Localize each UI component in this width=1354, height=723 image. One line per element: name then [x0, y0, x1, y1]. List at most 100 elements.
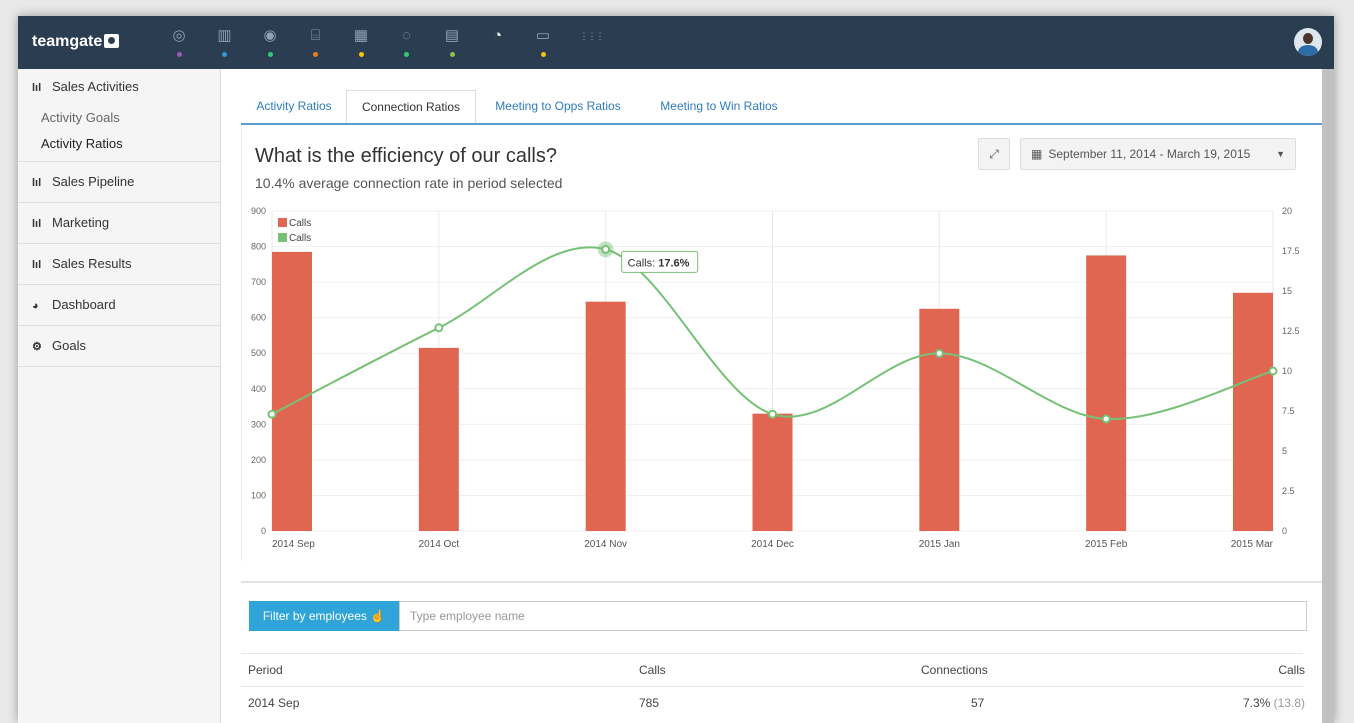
bar-chart-icon: lıl: [32, 177, 42, 189]
y-left-tick-label: 800: [251, 242, 266, 252]
tab-meeting-to-opps-ratios[interactable]: Meeting to Opps Ratios: [495, 99, 621, 113]
bar-calls: [919, 308, 960, 531]
line-point: [1101, 414, 1111, 424]
contacts-book-icon[interactable]: ▥: [217, 27, 232, 44]
chat-icon[interactable]: ◌: [402, 27, 411, 44]
y-left-tick-label: 300: [251, 419, 266, 429]
sidebar-group-marketing: lıl Marketing: [18, 203, 220, 244]
sidebar-item-label: Sales Results: [52, 256, 132, 271]
target-icon[interactable]: ◎: [172, 27, 186, 44]
nav-status-dot: [267, 52, 273, 57]
sidebar-item-label: Sales Pipeline: [52, 174, 135, 189]
column-header-period[interactable]: Period: [248, 663, 283, 677]
ratios-table: Period Calls Connections Calls 2014 Sep …: [241, 653, 1305, 719]
column-header-connections[interactable]: Connections: [921, 663, 988, 677]
logo-mark-icon: [104, 34, 120, 48]
sidebar-item-sales-pipeline[interactable]: lıl Sales Pipeline: [18, 162, 220, 202]
bar-chart-icon: lıl: [32, 218, 42, 230]
sidebar-item-marketing[interactable]: lıl Marketing: [18, 203, 220, 243]
caret-down-icon: ▼: [1276, 149, 1285, 159]
main-content: Activity Ratios Connection Ratios Meetin…: [221, 69, 1334, 723]
expand-button[interactable]: ⤢: [978, 138, 1010, 170]
nav-status-dot: [358, 52, 364, 57]
cell-connections: 57: [971, 696, 985, 710]
page-title: What is the efficiency of our calls?: [255, 145, 557, 167]
y-right-tick-label: 15: [1282, 286, 1292, 296]
avatar[interactable]: [1294, 28, 1322, 56]
sidebar-group-sales-activities: lıl Sales Activities Activity Goals Activ…: [18, 69, 220, 162]
tab-connection-ratios[interactable]: Connection Ratios: [346, 90, 476, 125]
legend-label-bar: Calls: [289, 218, 311, 229]
people-icon[interactable]: ◉: [263, 27, 277, 44]
column-header-ratio[interactable]: Calls: [1278, 663, 1305, 677]
legend-label-line: Calls: [289, 233, 311, 244]
tab-activity-ratios[interactable]: Activity Ratios: [256, 99, 332, 113]
x-tick-label: 2014 Dec: [751, 539, 794, 550]
sidebar-group-sales-results: lıl Sales Results: [18, 244, 220, 285]
hand-pointer-icon: ☝: [370, 609, 386, 623]
sidebar-item-label: Goals: [52, 338, 86, 353]
y-left-tick-label: 500: [251, 348, 266, 358]
filter-section: Filter by employees ☝ Period Calls Conne…: [241, 581, 1323, 723]
sidebar-item-sales-results[interactable]: lıl Sales Results: [18, 244, 220, 284]
bar-calls: [272, 251, 312, 531]
y-left-tick-label: 400: [251, 384, 266, 394]
line-point: [434, 323, 444, 333]
apps-grid-icon[interactable]: ⋮⋮⋮: [579, 31, 605, 41]
tab-underline: [241, 123, 1323, 125]
sidebar-item-activity-ratios[interactable]: Activity Ratios: [41, 136, 123, 151]
logo[interactable]: teamgate: [32, 33, 120, 51]
average-rate-value: 10.4%: [255, 175, 295, 191]
tooltip-text: Calls: 17.6%: [628, 257, 690, 269]
clipboard-icon[interactable]: ▤: [444, 27, 460, 44]
y-right-tick-label: 5: [1282, 446, 1287, 456]
calendar-icon: ▦: [1031, 147, 1043, 161]
column-header-calls[interactable]: Calls: [639, 663, 666, 677]
calendar-icon[interactable]: ▦: [353, 27, 369, 44]
nav-status-dot: [449, 52, 455, 57]
filter-by-employees-button[interactable]: Filter by employees ☝: [249, 601, 399, 631]
cogs-icon: ⚙: [32, 341, 42, 353]
nav-status-dot: [540, 52, 546, 57]
reports-pie-icon[interactable]: ◔: [492, 27, 503, 44]
x-tick-label: 2014 Sep: [272, 539, 315, 550]
tab-meeting-to-win-ratios[interactable]: Meeting to Win Ratios: [660, 99, 778, 113]
employee-search-input[interactable]: [399, 601, 1307, 631]
credit-card-icon[interactable]: ▭: [535, 27, 551, 44]
top-navbar: teamgate ◎ ▥ ◉ ⌸ ▦ ◌ ▤ ◔ ▭ ⋮⋮⋮: [18, 16, 1334, 75]
cell-ratio: 7.3% (13.8): [1243, 687, 1305, 719]
x-tick-label: 2015 Feb: [1085, 539, 1128, 550]
sidebar-item-label: Marketing: [52, 215, 110, 230]
y-right-tick-label: 12.5: [1282, 326, 1300, 336]
sidebar-item-dashboard[interactable]: ◕ Dashboard: [18, 285, 220, 325]
tooltip-label: Calls:: [628, 257, 659, 269]
y-left-tick-label: 700: [251, 277, 266, 287]
line-point: [1268, 366, 1278, 376]
y-left-tick-label: 900: [251, 206, 266, 216]
sidebar-item-sales-activities[interactable]: lıl Sales Activities: [18, 69, 220, 105]
y-right-tick-label: 10: [1282, 366, 1292, 376]
y-left-tick-label: 200: [251, 455, 266, 465]
average-rate-text: average connection rate in period select…: [294, 175, 563, 191]
report-subtitle: 10.4% average connection rate in period …: [255, 175, 562, 191]
cell-calls: 785: [639, 696, 660, 710]
bar-chart-icon: lıl: [32, 259, 42, 271]
sidebar-group-dashboard: ◕ Dashboard: [18, 285, 220, 326]
cell-ratio-value: 7.3%: [1242, 696, 1271, 710]
date-range-picker[interactable]: ▦ September 11, 2014 - March 19, 2015 ▼: [1020, 138, 1296, 170]
sidebar-item-goals[interactable]: ⚙ Goals: [18, 326, 220, 366]
bar-calls: [585, 301, 626, 531]
x-tick-label: 2015 Mar: [1231, 539, 1274, 550]
y-right-tick-label: 0: [1282, 526, 1287, 536]
x-tick-label: 2014 Oct: [419, 539, 460, 550]
expand-icon: ⤢: [989, 147, 999, 161]
sidebar-item-activity-goals[interactable]: Activity Goals: [41, 110, 120, 125]
x-tick-label: 2015 Jan: [919, 539, 960, 550]
y-left-tick-label: 100: [251, 490, 266, 500]
briefcase-icon[interactable]: ⌸: [310, 27, 320, 44]
filter-button-label: Filter by employees: [262, 609, 367, 623]
vertical-scrollbar[interactable]: [1322, 69, 1334, 723]
y-right-tick-label: 20: [1282, 206, 1292, 216]
bar-calls: [418, 347, 459, 531]
tooltip-box: [621, 250, 699, 273]
